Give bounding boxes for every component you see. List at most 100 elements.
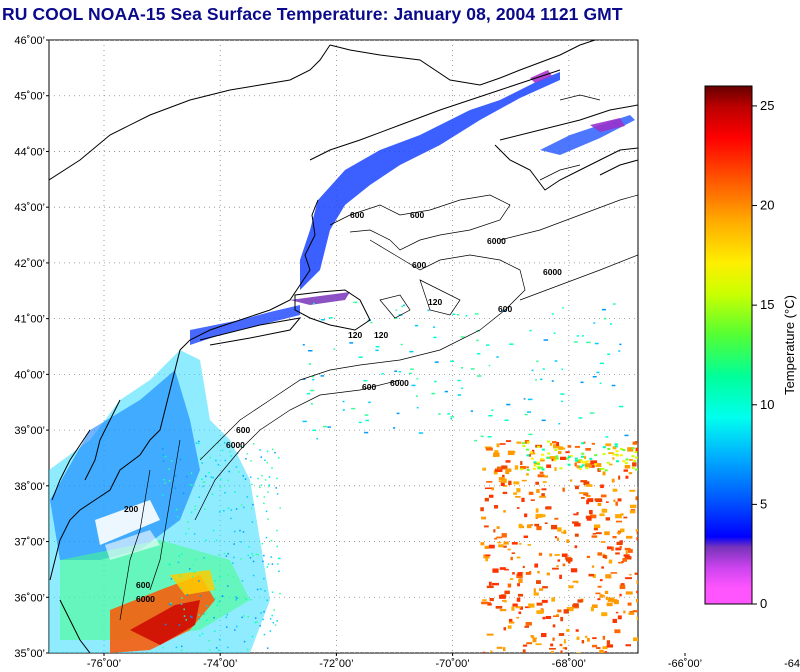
sst-pixel [594, 454, 598, 457]
sst-pixel [528, 433, 533, 436]
sst-pixel [518, 578, 523, 584]
sst-pixel [227, 574, 229, 576]
sst-pixel [576, 459, 581, 464]
sst-pixel [544, 522, 548, 524]
sst-pixel [218, 511, 221, 513]
sst-pixel [205, 539, 207, 542]
sst-pixel [476, 339, 479, 342]
sst-pixel [574, 462, 577, 467]
contour-label: 600 [362, 382, 376, 392]
sst-pixel [618, 350, 621, 352]
sst-pixel [277, 557, 280, 560]
sst-pixel [625, 458, 629, 461]
sst-pixel [217, 463, 220, 466]
sst-pixel [558, 451, 562, 455]
sst-pixel [606, 644, 614, 648]
colorbar-tick-label: 5 [760, 496, 767, 511]
sst-pixel [499, 608, 507, 612]
sst-pixel [277, 457, 280, 459]
latitude-label: 40˚00’ [14, 369, 45, 381]
sst-pixel [585, 447, 591, 451]
sst-pixel [493, 505, 499, 509]
sst-pixel [629, 504, 637, 509]
sst-pixel [618, 561, 623, 564]
sst-pixel [476, 352, 481, 355]
sst-pixel [213, 616, 215, 619]
sst-pixel [368, 401, 371, 404]
sst-pixel [492, 568, 499, 573]
sst-pixel [494, 450, 499, 454]
sst-pixel [496, 526, 500, 529]
sst-pixel [596, 647, 601, 649]
sst-pixel [488, 544, 495, 549]
sst-pixel [252, 560, 255, 563]
sst-pixel [246, 648, 249, 651]
sst-pixel [560, 456, 567, 461]
sst-pixel [504, 419, 509, 422]
sst-pixel [533, 592, 539, 596]
sst-pixel [560, 650, 563, 653]
sst-pixel [415, 395, 418, 397]
sst-pixel [272, 621, 275, 624]
sst-pixel [221, 449, 224, 452]
sst-pixel [622, 558, 627, 562]
sst-pixel [274, 624, 277, 626]
sst-pixel [252, 503, 254, 506]
sst-pixel [169, 564, 171, 566]
sst-pixel [509, 343, 514, 345]
sst-pixel [195, 442, 198, 444]
sst-pixel [516, 597, 521, 602]
sst-pixel [485, 557, 488, 562]
contour-label: 600 [498, 304, 512, 314]
sst-pixel [450, 360, 454, 363]
sst-pixel [559, 467, 563, 470]
colorbar: 25 20 15 10 5 0 Temperature (°C) [704, 85, 797, 611]
sst-pixel [589, 457, 593, 460]
sst-pixel [238, 471, 240, 473]
sst-pixel [505, 471, 509, 475]
sst-pixel [498, 480, 503, 483]
sst-pixel [600, 494, 607, 498]
sst-pixel [537, 570, 540, 574]
sst-pixel [635, 529, 638, 532]
sst-pixel [584, 463, 592, 468]
sst-pixel [474, 439, 477, 442]
sst-pixel [537, 463, 541, 466]
sst-pixel [584, 455, 587, 460]
latitude-label: 43˚00’ [14, 202, 45, 214]
sst-pixel [566, 629, 570, 632]
sst-pixel [162, 646, 164, 649]
sst-pixel [217, 441, 219, 444]
sst-pixel [622, 449, 626, 452]
sst-pixel [214, 579, 216, 582]
sst-pixel [260, 456, 263, 458]
sst-pixel [562, 647, 567, 649]
sst-pixel [522, 565, 525, 569]
sst-pixel [499, 594, 506, 599]
sst-pixel [549, 456, 557, 460]
sst-pixel [617, 498, 622, 502]
sst-pixel [595, 592, 601, 595]
sst-pixel [549, 647, 556, 650]
sst-pixel [242, 531, 245, 533]
sst-pixel [401, 305, 403, 308]
sst-pixel [452, 313, 456, 315]
sst-pixel [438, 413, 441, 415]
sst-pixel [509, 578, 514, 581]
sst-pixel [188, 568, 191, 570]
sst-pixel [249, 476, 252, 478]
sst-pixel [508, 621, 515, 624]
sst-pixel [487, 601, 491, 604]
latitude-label: 35˚00’ [14, 648, 45, 660]
sst-pixel [528, 398, 533, 401]
sst-pixel [189, 484, 191, 486]
sst-pixel [416, 377, 419, 380]
sst-pixel [602, 555, 607, 559]
colorbar-gradient [704, 85, 753, 605]
sst-pixel [170, 578, 173, 580]
sst-pixel [474, 313, 479, 315]
sst-pixel [500, 482, 505, 486]
latitude-label: 38˚00’ [14, 481, 45, 493]
sst-pixel [496, 466, 502, 470]
sst-pixel [501, 533, 507, 538]
